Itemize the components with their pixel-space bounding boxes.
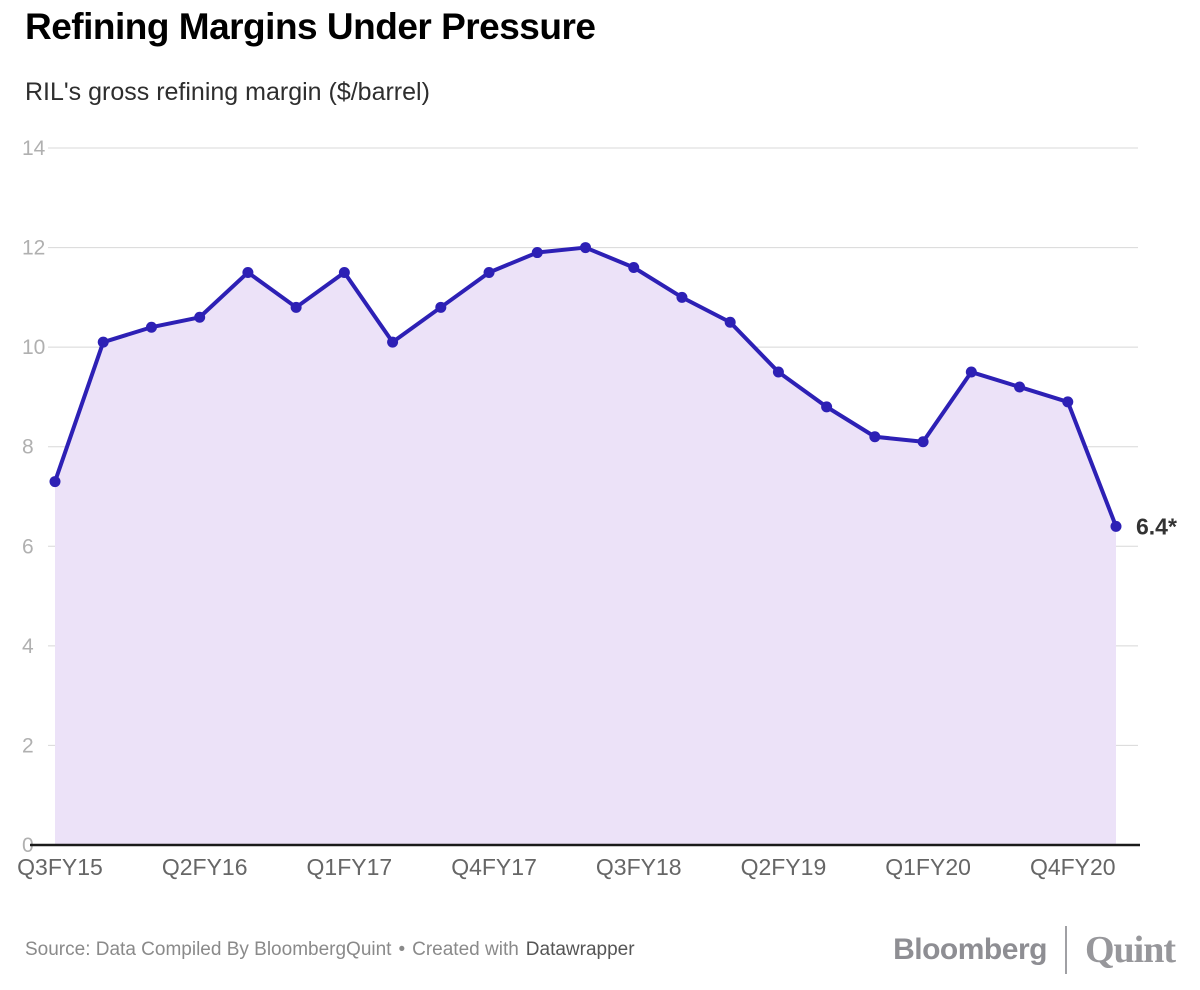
data-point[interactable] (194, 311, 206, 323)
data-point[interactable] (869, 431, 881, 443)
data-point[interactable] (1014, 381, 1026, 393)
last-value-annotation: 6.4* (1136, 513, 1177, 539)
x-tick-label: Q2FY19 (741, 854, 827, 880)
y-tick-label: 14 (22, 137, 46, 160)
data-point[interactable] (676, 291, 688, 303)
publisher-logo: Bloomberg Quint (893, 926, 1176, 974)
x-tick-label: Q3FY18 (596, 854, 682, 880)
logo-divider (1064, 926, 1067, 974)
data-point[interactable] (290, 301, 302, 313)
data-point[interactable] (628, 261, 640, 273)
data-point[interactable] (1110, 520, 1122, 532)
y-tick-label: 0 (22, 834, 34, 857)
x-tick-label: Q2FY16 (162, 854, 248, 880)
separator-dot: • (398, 939, 406, 960)
datawrapper-link[interactable]: Datawrapper (525, 939, 635, 960)
y-tick-label: 6 (22, 535, 34, 558)
data-point[interactable] (580, 242, 591, 254)
data-point[interactable] (242, 266, 254, 278)
x-axis-labels: Q3FY15 Q2FY16 Q1FY17 Q4FY17 Q3FY18 Q2FY19 Q1FY… (17, 854, 1115, 880)
data-point[interactable] (724, 316, 736, 328)
y-tick-label: 2 (22, 734, 34, 757)
x-tick-label: Q4FY17 (451, 854, 537, 880)
data-point[interactable] (338, 266, 350, 278)
created-with-text: Created with (412, 939, 519, 960)
data-points (49, 242, 1122, 532)
x-tick-label: Q1FY17 (307, 854, 393, 880)
x-tick-label: Q4FY20 (1030, 854, 1116, 880)
data-point[interactable] (483, 266, 495, 278)
y-tick-label: 12 (22, 237, 45, 260)
bloomberg-logo: Bloomberg (893, 933, 1047, 966)
x-tick-label: Q1FY20 (885, 854, 971, 880)
data-point[interactable] (97, 336, 109, 348)
data-point[interactable] (387, 336, 399, 348)
data-point[interactable] (965, 366, 977, 378)
series-area (55, 247, 1116, 846)
y-tick-label: 10 (22, 336, 45, 359)
x-tick-label: Q3FY15 (17, 854, 103, 880)
data-point[interactable] (1062, 396, 1074, 408)
data-point[interactable] (917, 436, 929, 448)
y-tick-label: 4 (22, 635, 34, 658)
data-point[interactable] (145, 321, 157, 333)
chart-footer: Source: Data Compiled By BloombergQuint … (25, 918, 1176, 982)
data-point[interactable] (772, 366, 784, 378)
chart-title: Refining Margins Under Pressure (25, 6, 596, 47)
y-tick-label: 8 (22, 436, 34, 459)
data-point[interactable] (49, 476, 61, 488)
data-point[interactable] (435, 301, 447, 313)
data-point[interactable] (821, 401, 833, 413)
chart-subtitle: RIL's gross refining margin ($/barrel) (25, 78, 430, 106)
y-axis-labels: 0 2 4 6 8 10 12 14 (22, 137, 46, 857)
data-point[interactable] (531, 247, 543, 259)
source-line: Source: Data Compiled By BloombergQuint … (25, 939, 635, 961)
source-text: Source: Data Compiled By BloombergQuint (25, 939, 392, 960)
quint-logo: Quint (1084, 929, 1176, 971)
